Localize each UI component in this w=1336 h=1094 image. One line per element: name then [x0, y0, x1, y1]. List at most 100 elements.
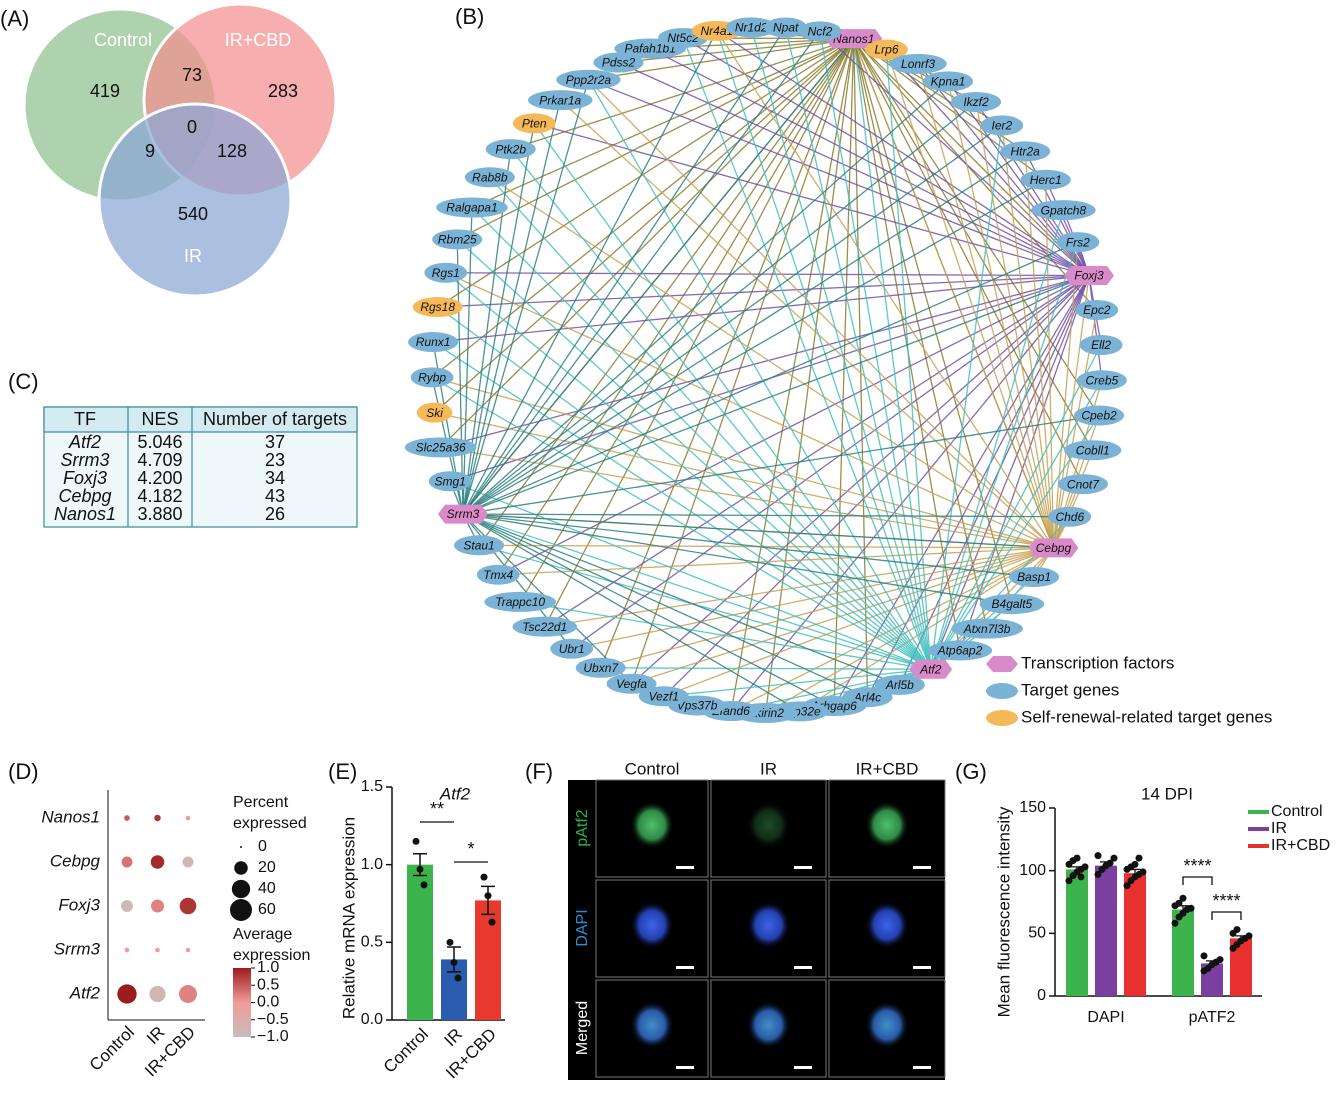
network-edge: [930, 209, 1064, 670]
network-edge: [462, 101, 977, 515]
dot: [124, 947, 130, 953]
gene-node: [798, 21, 842, 42]
node-label: Frs2: [1066, 235, 1090, 249]
gene-node: [1048, 506, 1092, 527]
y-tick-label: 0.0: [361, 1011, 383, 1028]
gene-node: [432, 229, 483, 250]
scale-bar: [676, 866, 694, 869]
dot: [121, 900, 133, 912]
network-edge: [519, 38, 855, 603]
significance-bracket: [1211, 911, 1242, 920]
node-label: Herc1: [1030, 173, 1062, 187]
network-edge: [462, 513, 901, 686]
gene-node: [484, 591, 556, 612]
network-edge: [440, 38, 855, 448]
chart-title: Atf2: [439, 784, 471, 803]
size-legend-label: 0: [258, 838, 267, 855]
data-point: [1094, 870, 1102, 878]
network-edge: [471, 207, 932, 670]
data-point: [450, 959, 458, 967]
dot: [121, 856, 133, 868]
network-edge: [682, 37, 1090, 277]
network-edge: [434, 411, 1054, 549]
table-cell: 3.880: [137, 504, 182, 524]
node-label: Atf2: [919, 662, 942, 676]
legend-label: Target genes: [1021, 680, 1119, 699]
cell: [865, 801, 909, 849]
node-label: Pafah1b1: [624, 42, 675, 56]
network-edge: [498, 547, 1054, 576]
network-edge: [833, 38, 855, 707]
y-tick-label: 50: [1028, 925, 1046, 942]
row-label: Srrm3: [54, 939, 101, 958]
network-edge: [462, 30, 718, 515]
data-point: [1187, 904, 1195, 912]
table-cell: 26: [265, 504, 285, 524]
node-label: Ubxn7: [583, 661, 619, 675]
gene-node: [951, 91, 1002, 112]
size-legend-dot: [231, 879, 251, 899]
node-label: Tsc22d1: [522, 620, 567, 634]
node-label: Basp1: [1017, 570, 1051, 584]
network-edge: [479, 544, 1054, 549]
network-edge: [1052, 275, 1090, 548]
panel-label: (B): [455, 4, 484, 29]
network-edge: [930, 344, 1102, 670]
network-edge: [853, 38, 1098, 311]
dot: [182, 856, 194, 868]
cell: [630, 1001, 674, 1049]
row-header: Merged: [574, 1001, 591, 1055]
venn-set-label: Control: [94, 30, 152, 50]
gene-node: [979, 594, 1045, 615]
network-edge: [930, 379, 1103, 670]
panel-label: (A): [0, 6, 29, 31]
node-label: Cpeb2: [1081, 409, 1117, 423]
gene-node: [1074, 405, 1125, 426]
data-point: [454, 974, 462, 982]
network-edge: [716, 30, 932, 670]
node-label: Trappc10: [495, 595, 545, 609]
network-edge: [462, 513, 1070, 518]
data-point: [1106, 859, 1114, 867]
gene-node: [556, 69, 621, 90]
x-tick-label: IR: [441, 1025, 466, 1050]
gene-node: [865, 39, 908, 60]
gene-node: [1031, 200, 1096, 221]
network-edge: [497, 38, 855, 576]
node-label: Rbm25: [438, 233, 477, 247]
table-cell: Atf2: [68, 432, 101, 452]
node-label: Rgs18: [420, 300, 455, 314]
network-edge: [462, 99, 561, 515]
legend-label: Self-renewal-related target genes: [1021, 707, 1272, 726]
node-label: Ell2: [1091, 338, 1111, 352]
node-label: B4galt5: [992, 597, 1033, 611]
network-edge: [449, 480, 931, 670]
network-edge: [437, 306, 932, 670]
gene-node: [528, 90, 593, 111]
network-edge: [462, 513, 1054, 549]
node-label: Gpatch8: [1041, 203, 1087, 217]
y-axis-label: Relative mRNA expression: [339, 817, 358, 1019]
node-label: Chd6: [1055, 510, 1084, 524]
data-point: [1065, 877, 1073, 885]
network-edge: [456, 38, 854, 240]
node-label: Runx1: [416, 335, 451, 349]
dot: [185, 815, 191, 821]
data-point: [1131, 860, 1139, 868]
dot: [155, 947, 160, 953]
network-edge: [462, 207, 473, 515]
cell: [630, 801, 674, 849]
legend-swatch: [986, 656, 1018, 672]
gene-node: [464, 167, 515, 188]
table-cell: 43: [265, 486, 285, 506]
network-edge: [456, 238, 932, 670]
network-edge: [663, 668, 931, 697]
network-edge: [866, 275, 1090, 698]
gene-node: [606, 673, 657, 694]
node-label: Ppp2r2a: [566, 73, 612, 87]
data-point: [1077, 873, 1085, 881]
data-point: [1175, 899, 1183, 907]
legend-label: Control: [1271, 803, 1323, 820]
node-label: Vezf1: [649, 689, 679, 703]
network-edge: [533, 122, 932, 670]
